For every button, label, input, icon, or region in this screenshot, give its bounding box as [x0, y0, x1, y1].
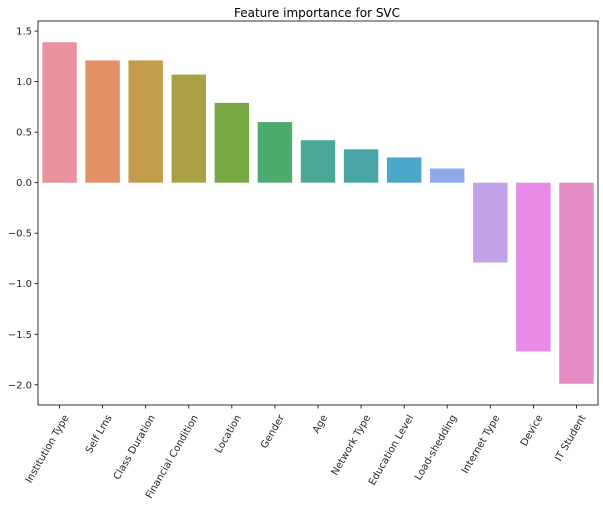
x-tick-label: Network Type	[330, 413, 373, 477]
bar-institution-type	[42, 42, 77, 183]
y-tick-label: −1.5	[8, 330, 32, 341]
x-tick-label: Education Level	[367, 413, 416, 487]
y-tick-label: 0.5	[16, 128, 32, 139]
plot-frame	[37, 20, 599, 406]
bar-education-level	[386, 157, 422, 183]
bar-age	[300, 140, 336, 183]
y-tick-label: 0.0	[16, 178, 32, 189]
bar-class-duration	[128, 60, 163, 183]
bar-load-shedding	[430, 168, 465, 183]
x-tick-label: Class Duration	[112, 413, 158, 482]
y-tick-label: 1.0	[16, 77, 32, 88]
bar-it-student	[559, 182, 594, 384]
x-tick-label: Institution Type	[24, 413, 72, 485]
bar-financial-condition	[171, 74, 206, 183]
bar-self-lms	[85, 60, 120, 183]
chart-title: Feature importance for SVC	[234, 6, 400, 20]
bar-device	[516, 182, 551, 352]
y-tick-label: 1.5	[16, 27, 32, 38]
x-tick-label: Self Lms	[84, 413, 115, 455]
y-tick-label: −0.5	[8, 229, 32, 240]
y-axis: −2.0 −1.5 −1.0 −0.5 0.0 0.5 1.0 1.5	[8, 27, 38, 391]
bar-network-type	[343, 149, 379, 183]
x-tick-label: Load-shedding	[413, 413, 459, 482]
y-tick-label: −1.0	[8, 279, 32, 290]
x-tick-label: IT Student	[553, 413, 588, 463]
x-tick-label: Location	[213, 413, 244, 455]
bars-group	[42, 42, 594, 384]
x-tick-label: Internet Type	[460, 413, 502, 476]
x-tick-label: Age	[311, 413, 330, 435]
y-tick-label: −2.0	[8, 380, 32, 391]
bar-gender	[257, 122, 293, 183]
bar-internet-type	[473, 182, 508, 263]
bar-location	[214, 102, 250, 183]
x-tick-label: Device	[519, 413, 546, 448]
x-tick-label: Gender	[259, 412, 287, 450]
